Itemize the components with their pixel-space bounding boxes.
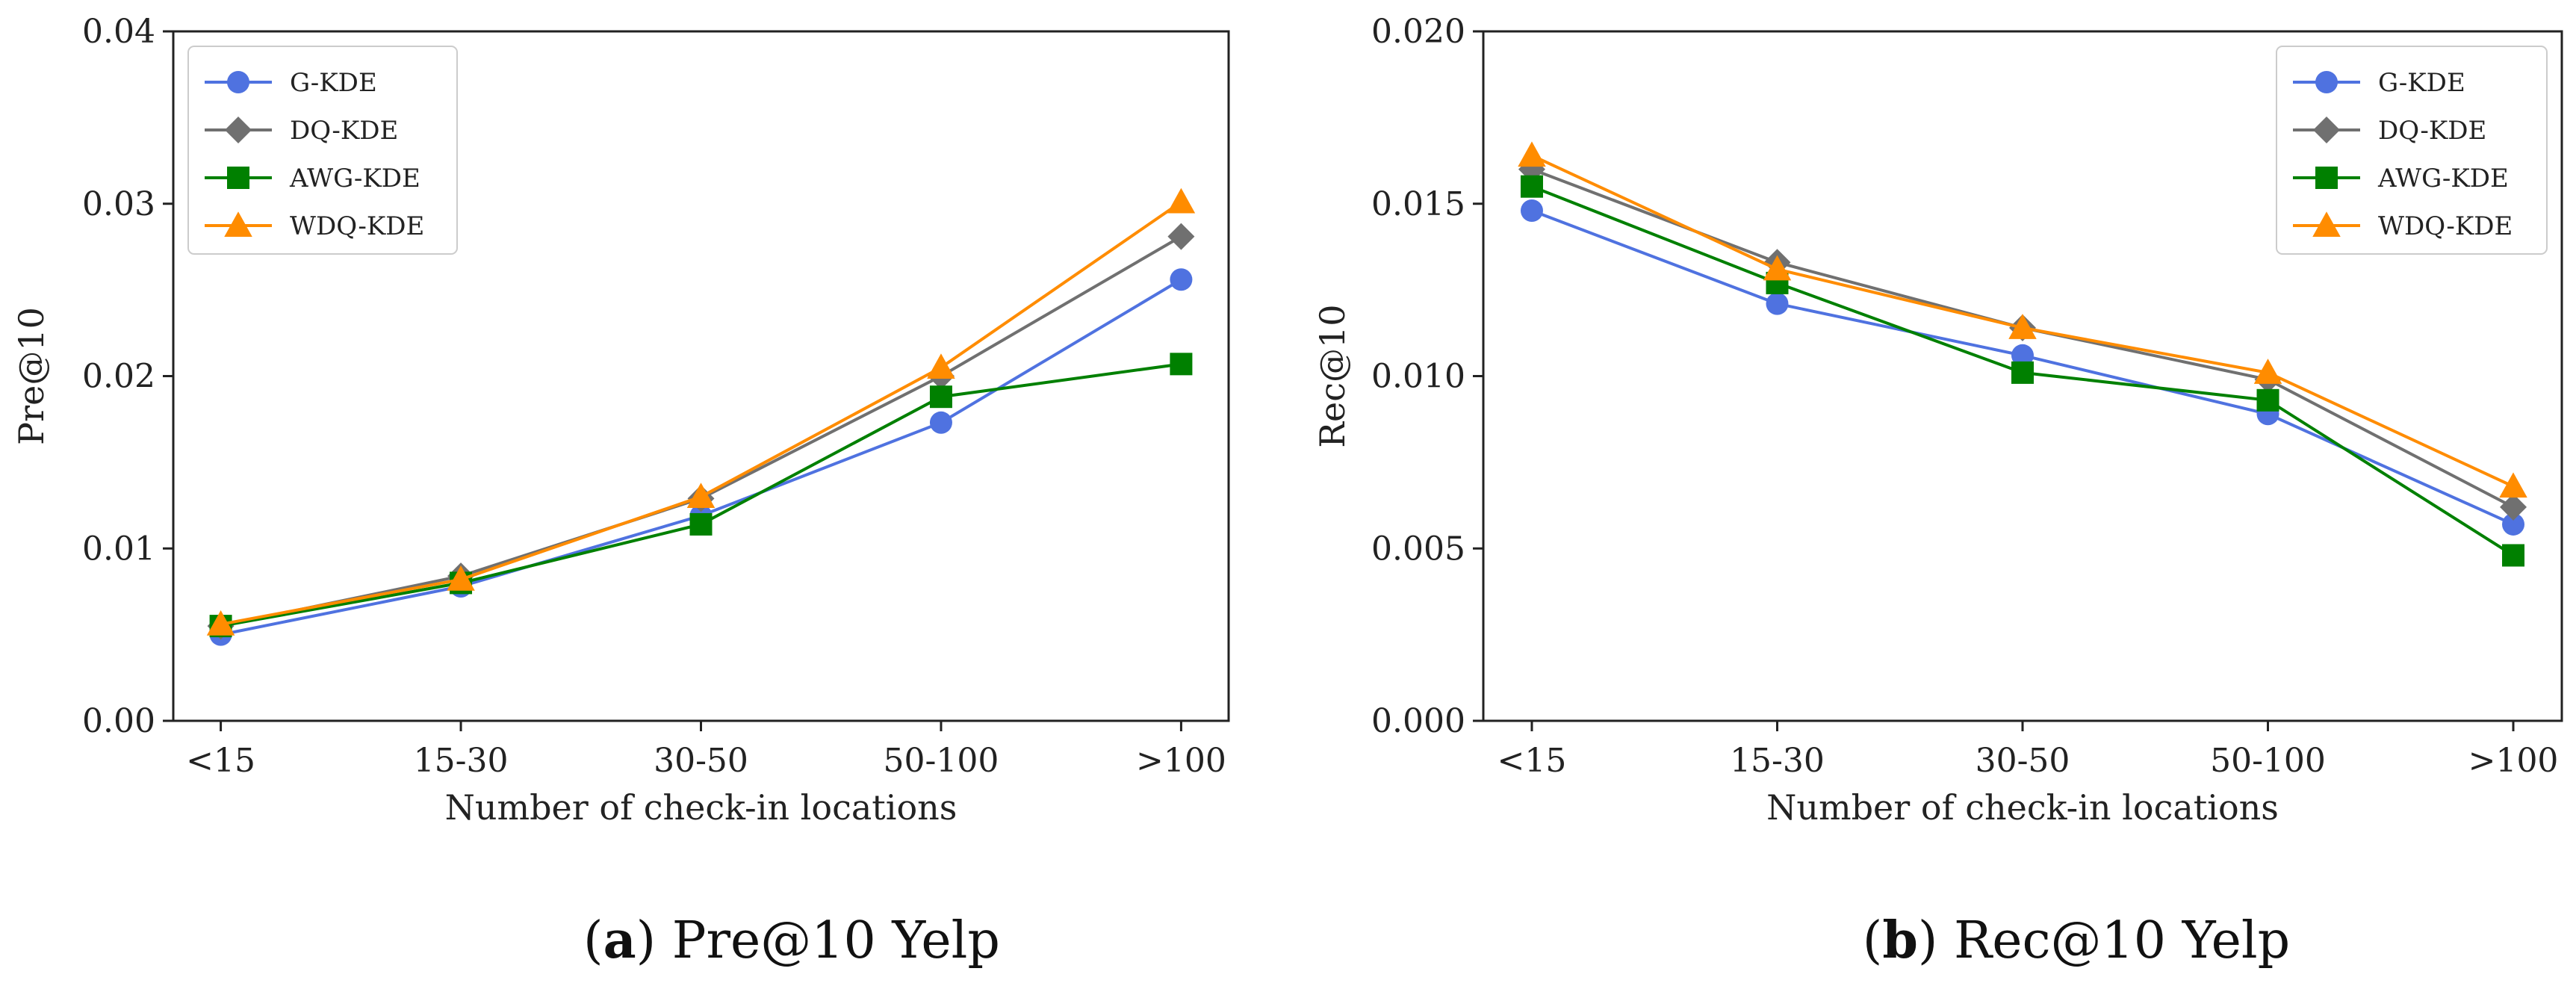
- legend-label: WDQ-KDE: [290, 211, 424, 241]
- data-point: [1763, 255, 1792, 281]
- series-dq-kde: [207, 223, 1195, 640]
- data-point: [1167, 187, 1196, 214]
- legend-label: G-KDE: [2378, 68, 2465, 98]
- y-tick-label: 0.04: [82, 13, 155, 51]
- x-tick-label: >100: [1136, 742, 1226, 780]
- legend-marker: [2313, 117, 2340, 143]
- legend-item: AWG-KDE: [2293, 164, 2509, 193]
- legend-label: DQ-KDE: [290, 116, 398, 146]
- legend-item: DQ-KDE: [2293, 116, 2486, 146]
- data-point: [2008, 314, 2037, 339]
- caption-text: ) Pre@10 Yelp: [636, 911, 1000, 970]
- x-axis-label: Number of check-in locations: [445, 787, 958, 828]
- x-tick-label: <15: [1498, 742, 1567, 780]
- chart-panel-1: 0.00 0.01 0.02 0.03 0.04 <15 15-30 30-50 50-100 >…: [11, 13, 1230, 970]
- x-tick-label: 15-30: [1730, 742, 1825, 780]
- legend-label: DQ-KDE: [2378, 116, 2486, 146]
- y-axis-label: Rec@10: [1312, 304, 1353, 447]
- series-wdq-kde: [206, 187, 1196, 636]
- data-point: [2253, 359, 2282, 384]
- data-point: [689, 512, 713, 536]
- series-g-kde: [209, 268, 1193, 646]
- series-awg-kde: [1520, 175, 2525, 567]
- legend-box: [187, 46, 458, 255]
- y-tick-label: 0.00: [82, 702, 155, 740]
- legend-label: G-KDE: [290, 68, 377, 98]
- y-tick-label: 0.02: [82, 358, 155, 396]
- data-point: [929, 411, 952, 434]
- data-point: [686, 483, 716, 509]
- data-point: [2499, 472, 2527, 498]
- x-tick-label: >100: [2468, 742, 2559, 780]
- data-point: [1766, 292, 1789, 315]
- x-tick-label: 15-30: [414, 742, 509, 780]
- data-point: [206, 610, 235, 636]
- y-tick-label: 0.010: [1371, 358, 1465, 396]
- panel-caption: (b) Rec@10 Yelp: [1863, 911, 2290, 970]
- caption-paren: (: [1863, 911, 1883, 970]
- series-line: [220, 200, 1182, 626]
- data-point: [2256, 388, 2279, 412]
- data-point: [2011, 344, 2034, 367]
- legend-marker: [224, 211, 252, 237]
- data-point: [2502, 512, 2525, 536]
- caption-letter: b: [1882, 911, 1918, 970]
- x-tick-label: <15: [186, 742, 255, 780]
- data-point: [2502, 544, 2525, 567]
- legend: G-KDE DQ-KDE AWG-KDE WDQ-KDE: [187, 46, 458, 255]
- data-point: [1518, 141, 1546, 167]
- legend-marker: [227, 167, 249, 189]
- data-point: [2011, 361, 2034, 384]
- series-wdq-kde: [1518, 141, 2527, 498]
- caption-letter: a: [603, 911, 636, 970]
- x-tick-label: 30-50: [654, 742, 748, 780]
- legend-label: WDQ-KDE: [2378, 211, 2513, 241]
- series-line: [220, 278, 1182, 636]
- legend-label: AWG-KDE: [2377, 164, 2509, 193]
- data-point: [1170, 353, 1193, 376]
- legend-item: WDQ-KDE: [2293, 211, 2513, 241]
- caption-text: ) Rec@10 Yelp: [1918, 911, 2290, 970]
- legend-item: AWG-KDE: [205, 164, 420, 193]
- x-tick-label: 30-50: [1976, 742, 2070, 780]
- legend-marker: [2312, 211, 2341, 237]
- x-tick-label: 50-100: [2210, 742, 2326, 780]
- x-tick-label: 50-100: [884, 742, 999, 780]
- y-tick-label: 0.005: [1371, 530, 1465, 568]
- legend-marker: [227, 71, 249, 93]
- legend: G-KDE DQ-KDE AWG-KDE WDQ-KDE: [2276, 46, 2548, 255]
- legend-marker: [225, 117, 252, 143]
- data-point: [927, 353, 955, 379]
- data-point: [1170, 268, 1193, 291]
- y-axis-label: Pre@10: [11, 307, 52, 445]
- legend-marker: [2315, 167, 2338, 189]
- y-tick-label: 0.000: [1371, 702, 1465, 740]
- y-tick-label: 0.020: [1371, 13, 1465, 51]
- legend-box: [2276, 46, 2548, 255]
- legend-item: G-KDE: [2293, 68, 2465, 98]
- data-point: [447, 565, 475, 591]
- y-tick-label: 0.01: [82, 530, 155, 568]
- y-tick-label: 0.015: [1371, 185, 1465, 223]
- y-tick-label: 0.03: [82, 185, 155, 223]
- chart-panel-2: 0.000 0.005 0.010 0.015 0.020 <15 15-30 30-50 50…: [1312, 13, 2563, 970]
- caption-paren: (: [583, 911, 603, 970]
- data-point: [929, 385, 952, 409]
- legend-item: G-KDE: [205, 68, 377, 98]
- legend-item: WDQ-KDE: [205, 211, 424, 241]
- legend-marker: [2315, 71, 2338, 93]
- data-point: [1167, 223, 1195, 250]
- x-axis-label: Number of check-in locations: [1766, 787, 2279, 828]
- data-point: [1520, 199, 1543, 222]
- series-line: [220, 235, 1182, 628]
- legend-label: AWG-KDE: [289, 164, 420, 193]
- panel-caption: (a) Pre@10 Yelp: [583, 911, 1000, 970]
- legend-item: DQ-KDE: [205, 116, 398, 146]
- data-point: [2500, 493, 2527, 521]
- data-point: [1520, 175, 1543, 198]
